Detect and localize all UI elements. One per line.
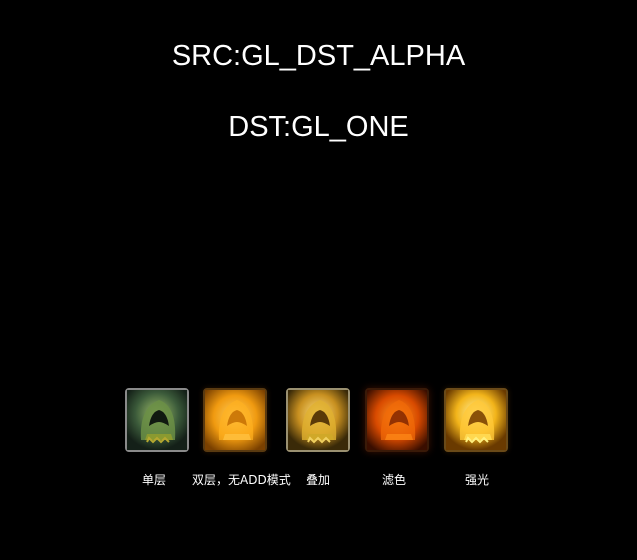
src-blend-title: SRC:GL_DST_ALPHA [171, 40, 466, 72]
hooded-figure-icon [203, 388, 267, 452]
caption-overlay: 叠加 [306, 473, 331, 487]
caption-hard-light: 强光 [465, 473, 490, 487]
icon-cell-overlay [282, 382, 358, 458]
caption-double-layer-no-add: 双层，无ADD模式 [192, 473, 291, 487]
icon-cell-double-layer-no-add [199, 382, 275, 458]
caption-single-layer: 单层 [142, 473, 167, 487]
hooded-figure-icon [286, 388, 350, 452]
hooded-figure-icon [125, 388, 189, 452]
icon-cell-single-layer [121, 382, 197, 458]
hooded-figure-icon [365, 388, 429, 452]
hooded-figure-icon [444, 388, 508, 452]
dst-blend-title: DST:GL_ONE [228, 111, 409, 143]
icon-cell-screen [361, 382, 437, 458]
icon-cell-hard-light [440, 382, 516, 458]
caption-screen: 滤色 [382, 473, 407, 487]
